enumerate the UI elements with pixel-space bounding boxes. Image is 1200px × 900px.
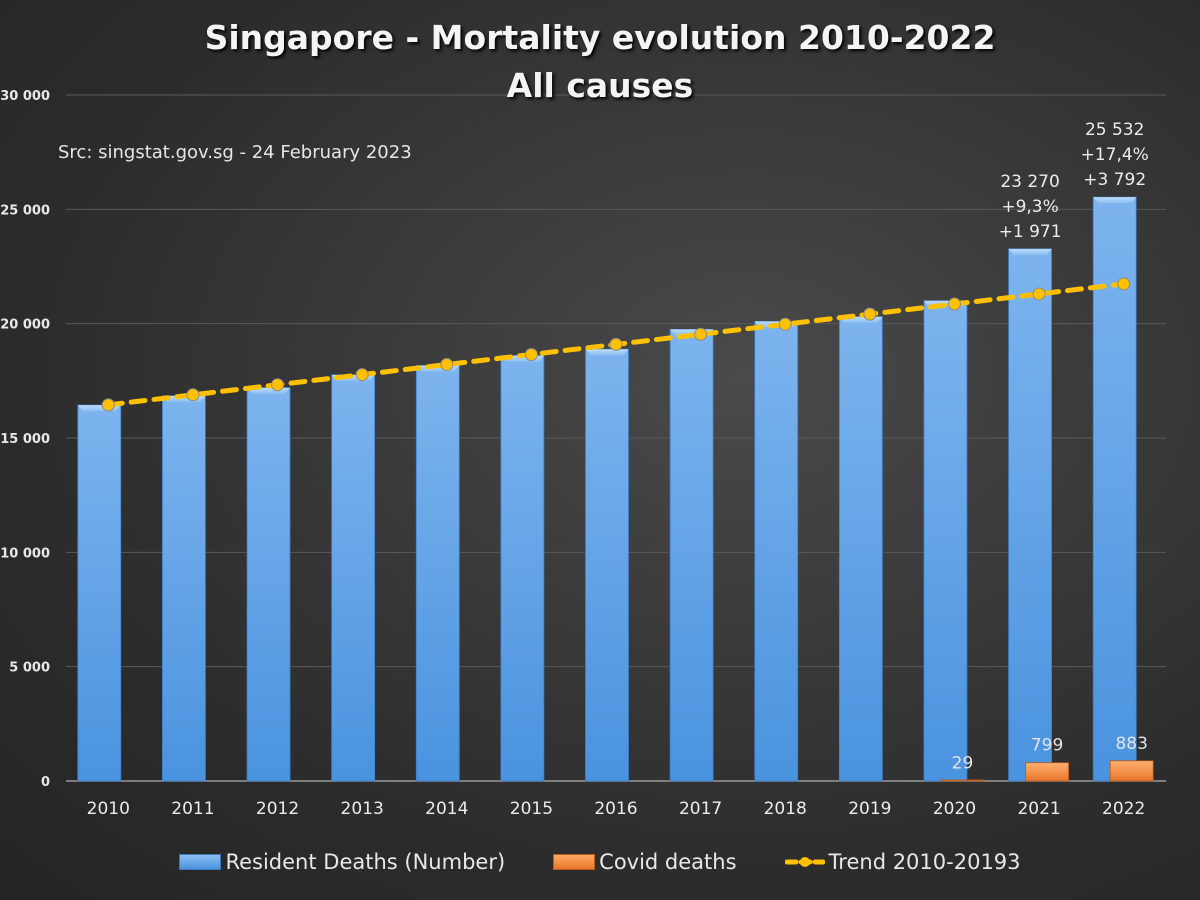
x-tick-label: 2022 bbox=[1102, 799, 1145, 819]
blue-bar-swatch-icon bbox=[179, 854, 222, 870]
bars bbox=[77, 196, 1137, 782]
bar-bevel bbox=[1008, 248, 1052, 255]
x-axis: 2010 2011 2012 2013 2014 2015 2016 2017 2018 2019… bbox=[87, 799, 1146, 819]
x-tick-label: 2015 bbox=[510, 799, 553, 819]
trend-marker bbox=[186, 388, 200, 402]
trend-marker bbox=[947, 297, 961, 311]
x-tick-label: 2017 bbox=[679, 799, 722, 819]
y-tick-label: 15 000 bbox=[0, 432, 50, 447]
covid-bars bbox=[940, 760, 1154, 782]
resident-deaths-bar bbox=[500, 355, 545, 782]
source-note: Src: singstat.gov.sg - 24 February 2023 bbox=[58, 142, 412, 163]
bar-bevel bbox=[1093, 197, 1137, 204]
data-labels: 23 270 +9,3% +1 971 25 532 +17,4% +3 792 29 799… bbox=[952, 120, 1149, 773]
x-tick-label: 2019 bbox=[848, 799, 891, 819]
bar-annotation-label: +17,4% bbox=[1081, 145, 1149, 165]
covid-data-label: 29 bbox=[952, 753, 974, 773]
trend-marker bbox=[355, 368, 369, 382]
legend: Resident Deaths (Number) Covid deaths Tr… bbox=[0, 850, 1200, 874]
x-tick-label: 2012 bbox=[256, 799, 299, 819]
legend-item-resident-deaths[interactable]: Resident Deaths (Number) bbox=[179, 850, 505, 874]
y-tick-label: 0 bbox=[41, 775, 50, 790]
resident-deaths-bar bbox=[162, 395, 206, 782]
trend-marker bbox=[271, 378, 285, 392]
y-tick-label: 30 000 bbox=[0, 89, 50, 104]
x-tick-label: 2020 bbox=[933, 799, 976, 819]
bar-annotation-label: +3 792 bbox=[1083, 170, 1146, 190]
legend-label: Covid deaths bbox=[599, 850, 737, 874]
resident-deaths-bar bbox=[415, 365, 460, 782]
trend-marker bbox=[609, 337, 623, 351]
y-tick-label: 10 000 bbox=[0, 546, 50, 561]
bar-annotation-label: 23 270 bbox=[1000, 172, 1059, 192]
resident-deaths-bar bbox=[246, 387, 291, 782]
trend-marker bbox=[694, 327, 708, 341]
covid-data-label: 883 bbox=[1115, 734, 1147, 754]
trend-marker bbox=[1032, 287, 1046, 301]
orange-bar-swatch-icon bbox=[553, 854, 596, 870]
covid-deaths-bar bbox=[940, 779, 985, 782]
legend-label: Trend 2010-20193 bbox=[828, 850, 1021, 874]
x-tick-label: 2014 bbox=[425, 799, 468, 819]
x-tick-label: 2011 bbox=[171, 799, 214, 819]
trend-marker bbox=[778, 317, 792, 331]
bar-annotation-label: +1 971 bbox=[999, 222, 1062, 242]
y-tick-label: 25 000 bbox=[0, 203, 50, 218]
x-tick-label: 2018 bbox=[764, 799, 807, 819]
resident-deaths-bar bbox=[754, 320, 799, 782]
resident-deaths-bar bbox=[838, 316, 883, 782]
resident-deaths-bar bbox=[669, 328, 714, 782]
resident-deaths-bar bbox=[1008, 248, 1052, 782]
trend-marker bbox=[440, 358, 454, 372]
y-tick-label: 5 000 bbox=[9, 661, 50, 676]
resident-deaths-bar bbox=[923, 300, 968, 782]
x-tick-label: 2010 bbox=[87, 799, 130, 819]
resident-deaths-bar bbox=[77, 404, 122, 782]
legend-item-trend[interactable]: Trend 2010-20193 bbox=[784, 850, 1021, 874]
resident-deaths-bar bbox=[331, 374, 376, 782]
covid-data-label: 799 bbox=[1031, 736, 1063, 756]
bar-annotation-label: +9,3% bbox=[1001, 197, 1058, 217]
bar-annotation-label: 25 532 bbox=[1085, 120, 1144, 140]
trend-marker bbox=[1117, 277, 1131, 291]
legend-label: Resident Deaths (Number) bbox=[225, 850, 506, 874]
y-tick-label: 20 000 bbox=[0, 318, 50, 333]
bar-bevel bbox=[585, 349, 629, 356]
resident-deaths-bar bbox=[585, 348, 629, 782]
chart-title: Singapore - Mortality evolution 2010-202… bbox=[204, 18, 996, 57]
trend-marker bbox=[101, 398, 115, 412]
y-axis: 0 5 000 10 000 15 000 20 000 25 000 30 000 bbox=[0, 89, 50, 790]
covid-deaths-bar bbox=[1109, 760, 1154, 782]
trend-marker bbox=[524, 347, 538, 361]
trend-marker bbox=[863, 307, 877, 321]
legend-item-covid-deaths[interactable]: Covid deaths bbox=[553, 850, 737, 874]
chart-subtitle: All causes bbox=[506, 66, 694, 105]
x-tick-label: 2016 bbox=[594, 799, 637, 819]
dashed-line-marker-icon bbox=[784, 855, 825, 869]
x-tick-label: 2013 bbox=[341, 799, 384, 819]
trend-line bbox=[101, 277, 1131, 412]
covid-deaths-bar bbox=[1025, 762, 1069, 782]
x-tick-label: 2021 bbox=[1017, 799, 1060, 819]
resident-deaths-bar bbox=[1092, 196, 1137, 782]
